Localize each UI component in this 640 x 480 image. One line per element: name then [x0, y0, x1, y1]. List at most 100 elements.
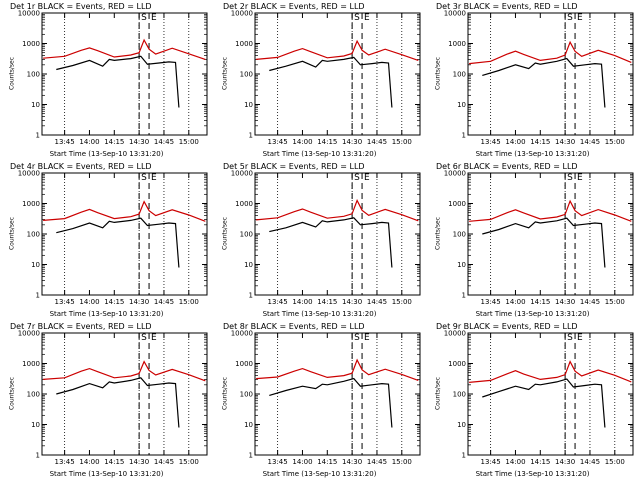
y-tick-label: 100: [27, 231, 40, 239]
y-tick-label: 1000: [448, 40, 466, 48]
y-tick-label: 10: [457, 101, 466, 109]
start-marker-label: S: [141, 333, 147, 343]
end-marker-label: E: [577, 333, 583, 343]
y-tick-label: 10000: [231, 330, 253, 338]
panel-title: Det 9r BLACK = Events, RED = LLD: [436, 322, 578, 331]
y-axis-label: Counts/sec: [434, 376, 442, 411]
x-tick-label: 14:45: [367, 458, 387, 466]
x-tick-label: 14:00: [292, 458, 312, 466]
y-axis-label: Counts/sec: [434, 56, 442, 91]
x-tick-label: 14:30: [555, 138, 575, 146]
y-axis-label: Counts/sec: [434, 216, 442, 251]
plot-frame: [467, 172, 634, 296]
y-tick-label: 100: [27, 391, 40, 399]
x-axis-label: Start Time (13-Sep-10 13:31:20): [475, 470, 590, 478]
x-tick-label: 14:30: [555, 298, 575, 306]
x-axis-label: Start Time (13-Sep-10 13:31:20): [262, 310, 377, 318]
x-tick-label: 14:45: [367, 138, 387, 146]
lld-series-line: [469, 199, 632, 222]
events-series-line: [482, 217, 606, 268]
y-tick-label: 1000: [448, 360, 466, 368]
y-tick-label: 1: [36, 292, 40, 300]
x-tick-label: 14:15: [317, 458, 337, 466]
y-tick-label: 100: [453, 231, 466, 239]
lld-series-line: [43, 200, 206, 222]
lld-series-line: [256, 39, 419, 61]
x-tick-label: 15:00: [605, 458, 625, 466]
plot-svg: 1 10 100 1000 10000 13:45 14:00 14:15 14:30 14:45…: [444, 170, 634, 306]
x-axis-label: Start Time (13-Sep-10 13:31:20): [262, 470, 377, 478]
y-tick-label: 10000: [18, 170, 40, 178]
lld-series-line: [43, 38, 206, 60]
plot-frame: [41, 332, 208, 456]
y-tick-label: 10000: [231, 170, 253, 178]
y-tick-label: 10: [457, 421, 466, 429]
y-tick-label: 1: [249, 452, 253, 460]
x-tick-label: 14:30: [129, 458, 149, 466]
start-marker-label: S: [354, 333, 360, 343]
detector-panel: 1 10 100 1000 10000 13:45 14:00 14:15 14:30 14:45…: [426, 0, 639, 160]
y-tick-label: 10000: [444, 170, 466, 178]
x-tick-label: 14:15: [104, 138, 124, 146]
detector-panel: 1 10 100 1000 10000 13:45 14:00 14:15 14:30 14:45…: [213, 0, 426, 160]
plot-svg: 1 10 100 1000 10000 13:45 14:00 14:15 14:30 14:45…: [18, 330, 208, 466]
detector-panel: 1 10 100 1000 10000 13:45 14:00 14:15 14:30 14:45…: [426, 320, 639, 480]
y-tick-label: 10: [31, 261, 40, 269]
lld-series-line: [43, 360, 206, 382]
x-tick-label: 13:45: [55, 138, 75, 146]
x-axis-label: Start Time (13-Sep-10 13:31:20): [475, 150, 590, 158]
plot-frame: [467, 12, 634, 136]
y-tick-label: 10: [31, 421, 40, 429]
events-series-line: [269, 56, 393, 108]
lld-series-line: [256, 199, 419, 222]
panel-title: Det 5r BLACK = Events, RED = LLD: [223, 162, 365, 171]
y-tick-label: 1: [36, 452, 40, 460]
x-tick-label: 14:45: [154, 298, 174, 306]
y-tick-label: 1: [249, 132, 253, 140]
y-tick-label: 10000: [18, 330, 40, 338]
lld-series-line: [469, 360, 632, 383]
events-series-line: [269, 377, 393, 428]
end-marker-label: E: [364, 173, 370, 183]
x-tick-label: 14:15: [530, 458, 550, 466]
y-tick-label: 100: [27, 71, 40, 79]
y-tick-label: 100: [240, 231, 253, 239]
detector-panel: 1 10 100 1000 10000 13:45 14:00 14:15 14:30 14:45…: [213, 320, 426, 480]
y-tick-label: 100: [453, 391, 466, 399]
y-tick-label: 100: [453, 71, 466, 79]
x-tick-label: 14:45: [154, 138, 174, 146]
lld-series-line: [256, 358, 419, 381]
detector-panel: 1 10 100 1000 10000 13:45 14:00 14:15 14:30 14:45…: [0, 0, 213, 160]
x-tick-label: 13:45: [268, 458, 288, 466]
x-tick-label: 13:45: [55, 458, 75, 466]
plot-svg: 1 10 100 1000 10000 13:45 14:00 14:15 14:30 14:45…: [18, 170, 208, 306]
y-tick-label: 1000: [448, 200, 466, 208]
x-tick-label: 14:00: [505, 298, 525, 306]
panel-title: Det 8r BLACK = Events, RED = LLD: [223, 322, 365, 331]
y-axis-label: Counts/sec: [8, 376, 16, 411]
x-tick-label: 14:30: [342, 458, 362, 466]
plot-frame: [254, 332, 421, 456]
plot-frame: [41, 12, 208, 136]
y-tick-label: 10: [244, 261, 253, 269]
x-tick-label: 14:15: [530, 138, 550, 146]
plot-frame: [41, 172, 208, 296]
y-tick-label: 10000: [444, 10, 466, 18]
plot-frame: [254, 172, 421, 296]
plot-svg: 1 10 100 1000 10000 13:45 14:00 14:15 14:30 14:45…: [444, 10, 634, 146]
x-tick-label: 14:15: [104, 458, 124, 466]
x-tick-label: 15:00: [605, 138, 625, 146]
x-tick-label: 14:45: [580, 458, 600, 466]
x-tick-label: 14:30: [342, 138, 362, 146]
y-tick-label: 10: [244, 101, 253, 109]
y-axis-label: Counts/sec: [221, 216, 229, 251]
x-tick-label: 15:00: [179, 458, 199, 466]
y-tick-label: 1: [462, 292, 466, 300]
x-tick-label: 14:00: [79, 458, 99, 466]
y-tick-label: 1000: [235, 360, 253, 368]
y-tick-label: 1000: [235, 200, 253, 208]
events-series-line: [482, 378, 606, 428]
y-tick-label: 100: [240, 391, 253, 399]
panel-title: Det 4r BLACK = Events, RED = LLD: [10, 162, 152, 171]
events-series-line: [56, 217, 180, 268]
